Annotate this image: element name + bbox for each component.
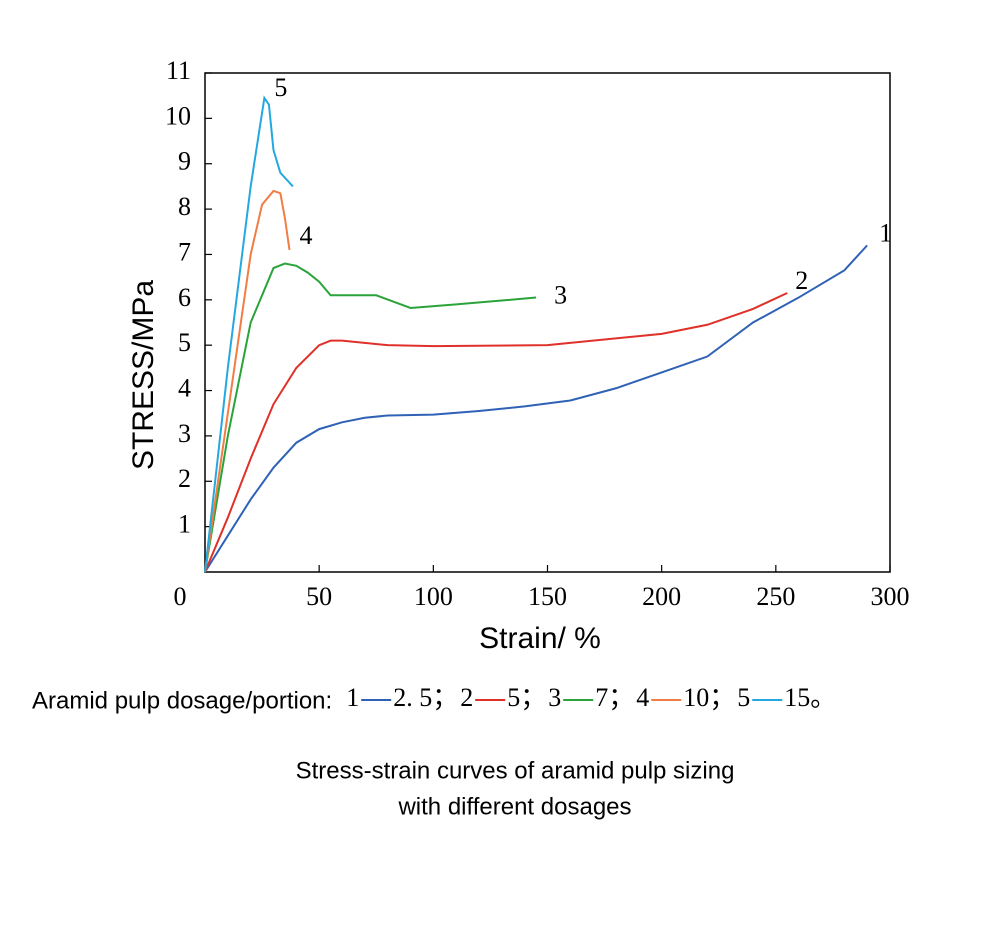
legend-label: 7； <box>595 683 634 712</box>
legend-label: 3 <box>548 683 561 712</box>
legend-label: 4 <box>636 683 649 712</box>
y-tick-label: 7 <box>178 237 191 266</box>
x-tick-label: 50 <box>306 582 332 611</box>
curve-label: 3 <box>554 281 567 310</box>
y-tick-label: 3 <box>178 419 191 448</box>
series-line <box>204 244 868 573</box>
y-tick-label: 1 <box>178 510 191 539</box>
curve-label: 4 <box>299 221 312 250</box>
y-tick-label: 11 <box>166 56 191 85</box>
y-tick-label: 4 <box>178 374 191 403</box>
x-tick-label: 0 <box>174 582 187 611</box>
caption: Stress-strain curves of aramid pulp sizi… <box>296 757 735 784</box>
x-tick-label: 100 <box>414 582 453 611</box>
legend-label: 1 <box>346 683 359 712</box>
y-tick-label: 2 <box>178 464 191 493</box>
y-tick-label: 9 <box>178 147 191 176</box>
series-line <box>204 189 291 573</box>
x-tick-label: 200 <box>642 582 681 611</box>
curve-label: 5 <box>274 73 287 102</box>
plot-frame <box>204 72 891 573</box>
y-tick-label: 6 <box>178 283 191 312</box>
series-line <box>204 95 294 573</box>
y-tick-label: 5 <box>178 328 191 357</box>
curve-label: 1 <box>879 218 892 247</box>
y-axis-label: STRESS/MPa <box>127 280 160 470</box>
x-axis-label: Strain/ % <box>479 622 601 655</box>
x-tick-label: 250 <box>756 582 795 611</box>
series-line <box>204 292 788 573</box>
caption: with different dosages <box>397 793 631 820</box>
legend-label: 5； <box>507 683 546 712</box>
legend-label: 2. 5； <box>393 683 458 712</box>
legend-label: 10； <box>683 683 735 712</box>
x-tick-label: 300 <box>871 582 910 611</box>
x-tick-label: 150 <box>528 582 567 611</box>
curve-label: 2 <box>795 266 808 295</box>
legend-label: 15。 <box>784 683 836 712</box>
legend-title: Aramid pulp dosage/portion: <box>32 687 332 714</box>
y-tick-label: 8 <box>178 192 191 221</box>
series-line <box>204 262 537 573</box>
legend-label: 5 <box>737 683 750 712</box>
legend-label: 2 <box>460 683 473 712</box>
y-tick-label: 10 <box>165 101 191 130</box>
